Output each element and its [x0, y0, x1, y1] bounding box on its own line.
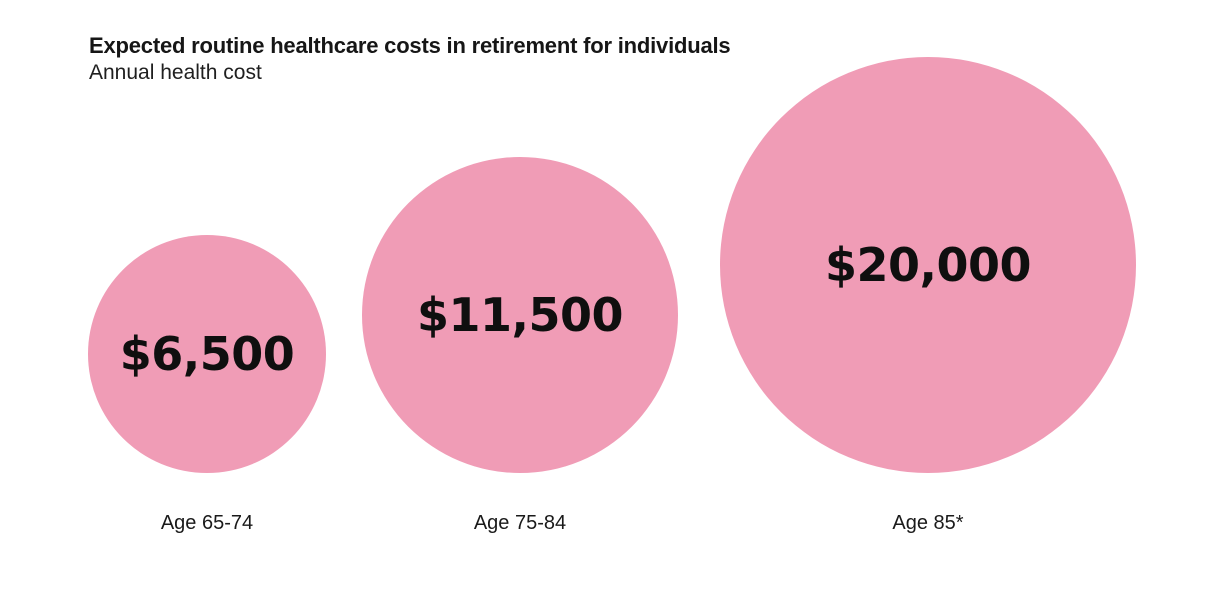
bubble-circle: $11,500 — [362, 157, 678, 473]
bubble-value-label: $20,000 — [824, 238, 1032, 292]
bubble-circle: $20,000 — [720, 57, 1136, 473]
bubble-circle: $6,500 — [88, 235, 326, 473]
bubble-category-label: Age 65-74 — [160, 512, 254, 534]
chart-title: Expected routine healthcare costs in ret… — [89, 33, 731, 58]
bubble-category-label: Age 85* — [892, 512, 964, 534]
bubble-value-label: $11,500 — [416, 288, 624, 342]
bubble-value-label: $6,500 — [119, 327, 295, 381]
bubble-category-label: Age 75-84 — [473, 512, 567, 534]
chart-subtitle: Annual health cost — [89, 61, 262, 84]
